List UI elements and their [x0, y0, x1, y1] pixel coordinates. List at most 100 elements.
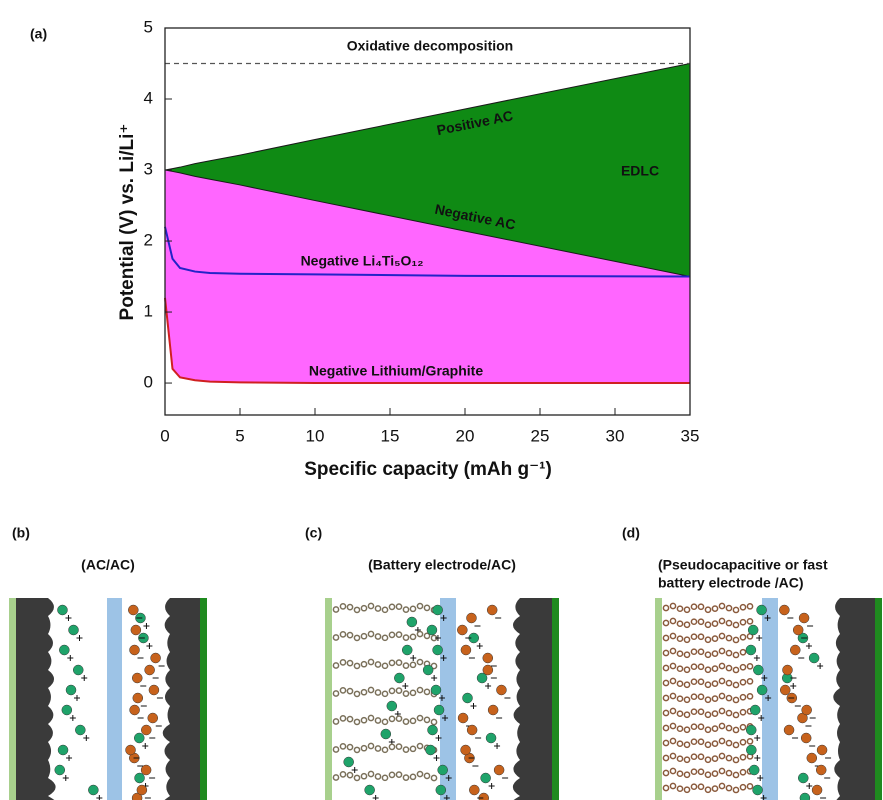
lattice-atom: [332, 718, 340, 725]
anion: [801, 704, 812, 716]
anion: [486, 604, 498, 616]
cation: [72, 664, 84, 676]
lattice-atom: [367, 658, 375, 666]
lattice-atom: [711, 650, 719, 657]
cation: [57, 604, 68, 616]
separator: [440, 598, 456, 800]
lattice-atom: [402, 606, 410, 613]
y-tick-label: 4: [144, 88, 153, 107]
lattice-atom: [732, 681, 740, 689]
anion: [482, 652, 494, 664]
lattice-atom: [374, 773, 382, 780]
lattice-atom: [662, 664, 670, 672]
lattice-atom: [732, 606, 740, 614]
anion: [800, 732, 812, 744]
series-line: [164, 63, 691, 171]
lattice-atom: [676, 680, 684, 688]
anion: [460, 644, 472, 656]
lattice-atom: [388, 771, 396, 779]
lattice-atom: [662, 724, 670, 732]
lattice-atom: [690, 678, 698, 686]
lattice-atom: [416, 742, 424, 750]
lattice-atom: [332, 606, 340, 613]
lattice-atom: [697, 738, 705, 746]
cation: [432, 644, 443, 656]
lattice-atom: [704, 681, 712, 689]
lattice-atom: [416, 686, 424, 694]
lattice-atom: [739, 633, 747, 641]
lattice-atom: [662, 694, 670, 702]
cation: [749, 704, 761, 716]
lattice-atom: [416, 658, 424, 666]
lattice-atom: [353, 690, 361, 698]
lattice-atom: [662, 739, 670, 747]
lattice-atom: [725, 754, 733, 762]
lattice-atom: [402, 774, 410, 781]
lattice-atom: [346, 603, 354, 611]
lattice-atom: [739, 603, 747, 611]
anion: [779, 604, 790, 616]
cation: [435, 784, 447, 796]
area-fill: [165, 63, 690, 277]
cation: [432, 604, 443, 616]
lattice-atom: [711, 680, 719, 687]
lattice-atom: [374, 689, 382, 696]
lattice-atom: [704, 786, 712, 794]
lattice-atom: [739, 723, 747, 731]
cation: [756, 604, 767, 616]
lattice-atom: [662, 709, 670, 717]
lattice-atom: [732, 636, 740, 644]
cation: [798, 772, 809, 784]
lattice-atom: [725, 709, 733, 717]
x-tick-label: 0: [160, 426, 169, 445]
lattice-atom: [423, 604, 431, 612]
cation: [54, 764, 66, 776]
lattice-atom: [669, 752, 677, 760]
lattice-atom: [676, 725, 684, 733]
lattice-atom: [704, 696, 712, 704]
lattice-atom: [683, 666, 691, 674]
x-tick-label: 20: [456, 426, 475, 445]
lattice-atom: [662, 784, 670, 792]
lattice-atom: [332, 662, 340, 669]
lattice-atom: [374, 745, 382, 752]
carbon-electrode: [512, 598, 552, 800]
anion: [125, 744, 136, 756]
lattice-atom: [416, 770, 424, 778]
lattice-atom: [388, 687, 396, 695]
lattice-atom: [732, 666, 740, 674]
schematic-panel: (b) (AC/AC): [9, 525, 207, 800]
lattice-atom: [676, 665, 684, 673]
lattice-atom: [718, 737, 726, 745]
lattice-atom: [402, 634, 410, 641]
cation: [426, 624, 438, 636]
lattice-atom: [395, 715, 403, 722]
lattice-atom: [704, 741, 712, 749]
lattice-atom: [423, 716, 431, 724]
lattice-atom: [711, 785, 719, 792]
anion: [466, 724, 478, 736]
lattice-atom: [683, 741, 691, 749]
lattice-atom: [739, 783, 747, 791]
lattice-atom: [339, 603, 347, 610]
lattice-atom: [346, 687, 354, 695]
series-label: Negative Lithium/Graphite: [309, 363, 483, 379]
lattice-atom: [669, 647, 677, 655]
current-collector: [655, 598, 662, 800]
lattice-atom: [690, 768, 698, 776]
x-tick-label: 10: [306, 426, 325, 445]
lattice-atom: [746, 617, 754, 625]
cation: [462, 692, 473, 704]
lattice-atom: [676, 620, 684, 628]
lattice-atom: [353, 718, 361, 726]
lattice-atom: [409, 661, 417, 669]
lattice-atom: [676, 605, 684, 613]
cation: [745, 724, 757, 736]
cation: [380, 728, 392, 740]
lattice-atom: [374, 717, 382, 724]
lattice-atom: [697, 678, 705, 686]
lattice-atom: [669, 722, 677, 730]
lattice-atom: [690, 783, 698, 791]
current-collector: [9, 598, 16, 800]
x-tick-label: 30: [606, 426, 625, 445]
